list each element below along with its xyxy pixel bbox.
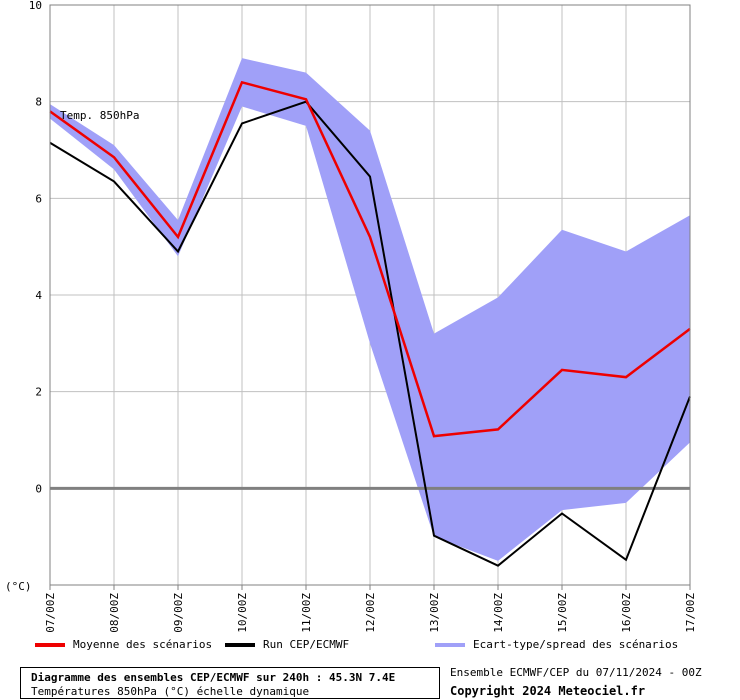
legend-run-swatch	[225, 642, 255, 647]
copyright: Copyright 2024 Meteociel.fr	[450, 684, 646, 698]
chart-title: Diagramme des ensembles CEP/ECMWF sur 24…	[31, 671, 396, 684]
y-tick-labels: 0 2 4 6 8 10	[29, 0, 43, 495]
y-tick-label: 8	[35, 96, 42, 109]
spread-band	[50, 58, 690, 561]
chart-subtitle: Températures 850hPa (°C) échelle dynamiq…	[31, 685, 310, 698]
legend-mean: Moyenne des scénarios	[35, 638, 212, 651]
y-tick-label: 4	[35, 289, 42, 302]
x-tick-label: 17/00Z	[684, 593, 697, 633]
y-tick-label: 10	[29, 0, 42, 12]
x-tick-label: 14/00Z	[492, 593, 505, 633]
x-tick-label: 08/00Z	[108, 593, 121, 633]
run-info: Ensemble ECMWF/CEP du 07/11/2024 - 00Z	[450, 666, 702, 679]
legend-mean-label: Moyenne des scénarios	[73, 638, 213, 651]
x-tick-label: 16/00Z	[620, 593, 633, 633]
x-tick-label: 15/00Z	[556, 593, 569, 633]
y-axis-unit-label: (°C)	[5, 580, 32, 593]
legend-spread-swatch	[435, 642, 465, 647]
legend-run: Run CEP/ECMWF	[225, 638, 349, 651]
legend-mean-swatch	[35, 642, 65, 647]
legend-spread-label: Ecart-type/spread des scénarios	[473, 638, 679, 651]
x-tick-labels: 07/00Z 08/00Z 09/00Z 10/00Z 11/00Z 12/00Z 13/0…	[44, 593, 697, 633]
legend-run-label: Run CEP/ECMWF	[263, 638, 350, 651]
plot-frame	[49, 4, 691, 586]
chart: 0 2 4 6 8 10 07/00Z 08/00Z 09/00Z 10/00Z 11/00Z 12…	[5, 0, 697, 633]
x-tick-label: 09/00Z	[172, 593, 185, 633]
series-annotation: Temp. 850hPa	[60, 109, 139, 122]
x-tick-label: 13/00Z	[428, 593, 441, 633]
y-tick-label: 6	[35, 192, 42, 205]
x-tick-label: 10/00Z	[236, 593, 249, 633]
x-tick-label: 11/00Z	[300, 593, 313, 633]
y-tick-label: 0	[35, 482, 42, 495]
run-series-line	[49, 100, 691, 567]
y-tick-label: 2	[35, 386, 42, 399]
x-tick-label: 12/00Z	[364, 593, 377, 633]
x-tick-label: 07/00Z	[44, 593, 57, 633]
legend-spread: Ecart-type/spread des scénarios	[435, 638, 678, 651]
chart-title-box: Diagramme des ensembles CEP/ECMWF sur 24…	[20, 667, 440, 699]
mean-series-line	[49, 80, 691, 438]
